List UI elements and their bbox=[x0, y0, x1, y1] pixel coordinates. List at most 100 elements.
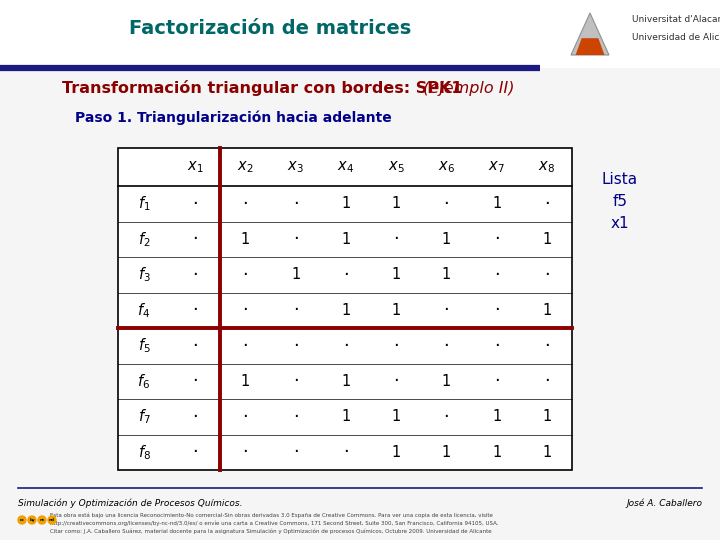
Text: ·: · bbox=[192, 443, 198, 461]
Text: Esta obra está bajo una licencia Reconocimiento-No comercial-Sin obras derivadas: Esta obra está bajo una licencia Reconoc… bbox=[50, 512, 493, 517]
Text: ·: · bbox=[243, 337, 248, 355]
Text: 1: 1 bbox=[392, 303, 401, 318]
Text: nd: nd bbox=[49, 518, 55, 522]
Text: $f_2$: $f_2$ bbox=[138, 230, 150, 248]
Text: ·: · bbox=[393, 372, 399, 390]
Text: ·: · bbox=[494, 372, 500, 390]
Text: ·: · bbox=[293, 372, 299, 390]
Text: ·: · bbox=[393, 230, 399, 248]
Text: Universidad de Alicante: Universidad de Alicante bbox=[632, 33, 720, 43]
Text: ·: · bbox=[393, 337, 399, 355]
Text: ·: · bbox=[243, 266, 248, 284]
Text: ·: · bbox=[494, 266, 500, 284]
Text: 1: 1 bbox=[341, 196, 351, 211]
Text: 1: 1 bbox=[442, 267, 451, 282]
Text: ·: · bbox=[293, 195, 299, 213]
Text: 1: 1 bbox=[392, 267, 401, 282]
Text: 1: 1 bbox=[341, 232, 351, 247]
Text: Simulación y Optimización de Procesos Químicos.: Simulación y Optimización de Procesos Qu… bbox=[18, 498, 243, 508]
Text: ·: · bbox=[343, 443, 348, 461]
Text: ·: · bbox=[243, 408, 248, 426]
Text: 1: 1 bbox=[291, 267, 300, 282]
Polygon shape bbox=[575, 38, 605, 55]
Text: Transformación triangular con bordes: SPK1: Transformación triangular con bordes: SP… bbox=[62, 80, 462, 96]
Text: ·: · bbox=[494, 301, 500, 319]
Text: $x_8$: $x_8$ bbox=[539, 159, 555, 175]
Text: 1: 1 bbox=[492, 409, 501, 424]
Text: ·: · bbox=[192, 372, 198, 390]
Circle shape bbox=[18, 516, 26, 524]
Text: 1: 1 bbox=[240, 232, 250, 247]
Text: 1: 1 bbox=[442, 374, 451, 389]
Text: x1: x1 bbox=[611, 217, 629, 232]
Text: ·: · bbox=[544, 266, 550, 284]
Circle shape bbox=[28, 516, 36, 524]
FancyBboxPatch shape bbox=[0, 0, 720, 68]
Text: $f_5$: $f_5$ bbox=[138, 336, 150, 355]
Text: $x_2$: $x_2$ bbox=[237, 159, 253, 175]
Circle shape bbox=[38, 516, 46, 524]
FancyBboxPatch shape bbox=[118, 148, 572, 470]
Text: 1: 1 bbox=[392, 409, 401, 424]
Text: ·: · bbox=[192, 337, 198, 355]
Text: http://creativecommons.org/licenses/by-nc-nd/3.0/es/ o envíe una carta a Creativ: http://creativecommons.org/licenses/by-n… bbox=[50, 520, 498, 525]
Text: 1: 1 bbox=[442, 445, 451, 460]
Text: $x_7$: $x_7$ bbox=[488, 159, 505, 175]
Text: $f_1$: $f_1$ bbox=[138, 194, 150, 213]
Text: ·: · bbox=[544, 337, 550, 355]
Text: ·: · bbox=[293, 337, 299, 355]
Text: $x_4$: $x_4$ bbox=[338, 159, 354, 175]
Text: f5: f5 bbox=[613, 194, 628, 210]
Text: Factorización de matrices: Factorización de matrices bbox=[129, 18, 411, 37]
Text: ·: · bbox=[192, 301, 198, 319]
Text: ·: · bbox=[192, 266, 198, 284]
Polygon shape bbox=[571, 13, 609, 55]
Text: $x_3$: $x_3$ bbox=[287, 159, 304, 175]
Text: ·: · bbox=[544, 195, 550, 213]
Text: ·: · bbox=[444, 195, 449, 213]
Text: José A. Caballero: José A. Caballero bbox=[626, 498, 702, 508]
Text: Lista: Lista bbox=[602, 172, 638, 187]
Text: ·: · bbox=[293, 408, 299, 426]
Text: Citar como: J.A. Caballero Suárez, material docente para la asignatura Simulació: Citar como: J.A. Caballero Suárez, mater… bbox=[50, 528, 492, 534]
Text: ·: · bbox=[293, 443, 299, 461]
Text: ·: · bbox=[343, 266, 348, 284]
Text: ·: · bbox=[243, 301, 248, 319]
Text: Paso 1. Triangularización hacia adelante: Paso 1. Triangularización hacia adelante bbox=[75, 111, 392, 125]
Text: $f_4$: $f_4$ bbox=[138, 301, 150, 320]
Text: cc: cc bbox=[19, 518, 24, 522]
Text: ·: · bbox=[494, 230, 500, 248]
Text: Universitat d'Alacant: Universitat d'Alacant bbox=[632, 16, 720, 24]
Text: ·: · bbox=[293, 301, 299, 319]
Text: 1: 1 bbox=[341, 303, 351, 318]
Text: 1: 1 bbox=[341, 409, 351, 424]
Circle shape bbox=[48, 516, 56, 524]
Text: $x_5$: $x_5$ bbox=[388, 159, 405, 175]
Text: ·: · bbox=[343, 337, 348, 355]
Text: ·: · bbox=[293, 230, 299, 248]
Text: $f_6$: $f_6$ bbox=[138, 372, 150, 390]
Text: ·: · bbox=[444, 301, 449, 319]
Text: by: by bbox=[29, 518, 35, 522]
Text: 1: 1 bbox=[492, 445, 501, 460]
Text: $x_1$: $x_1$ bbox=[187, 159, 203, 175]
Text: ·: · bbox=[192, 230, 198, 248]
Text: ·: · bbox=[243, 195, 248, 213]
Text: 1: 1 bbox=[542, 232, 552, 247]
Text: 1: 1 bbox=[492, 196, 501, 211]
Text: $f_7$: $f_7$ bbox=[138, 407, 150, 426]
Text: ·: · bbox=[494, 337, 500, 355]
Text: 1: 1 bbox=[542, 303, 552, 318]
Text: ·: · bbox=[444, 408, 449, 426]
Text: nc: nc bbox=[40, 518, 45, 522]
Text: 1: 1 bbox=[442, 232, 451, 247]
Text: $f_8$: $f_8$ bbox=[138, 443, 150, 462]
Text: 1: 1 bbox=[542, 445, 552, 460]
Text: 1: 1 bbox=[392, 196, 401, 211]
Text: $f_3$: $f_3$ bbox=[138, 265, 150, 284]
Text: 1: 1 bbox=[341, 374, 351, 389]
Text: 1: 1 bbox=[542, 409, 552, 424]
Text: $x_6$: $x_6$ bbox=[438, 159, 455, 175]
Text: ·: · bbox=[192, 408, 198, 426]
Text: ·: · bbox=[192, 195, 198, 213]
